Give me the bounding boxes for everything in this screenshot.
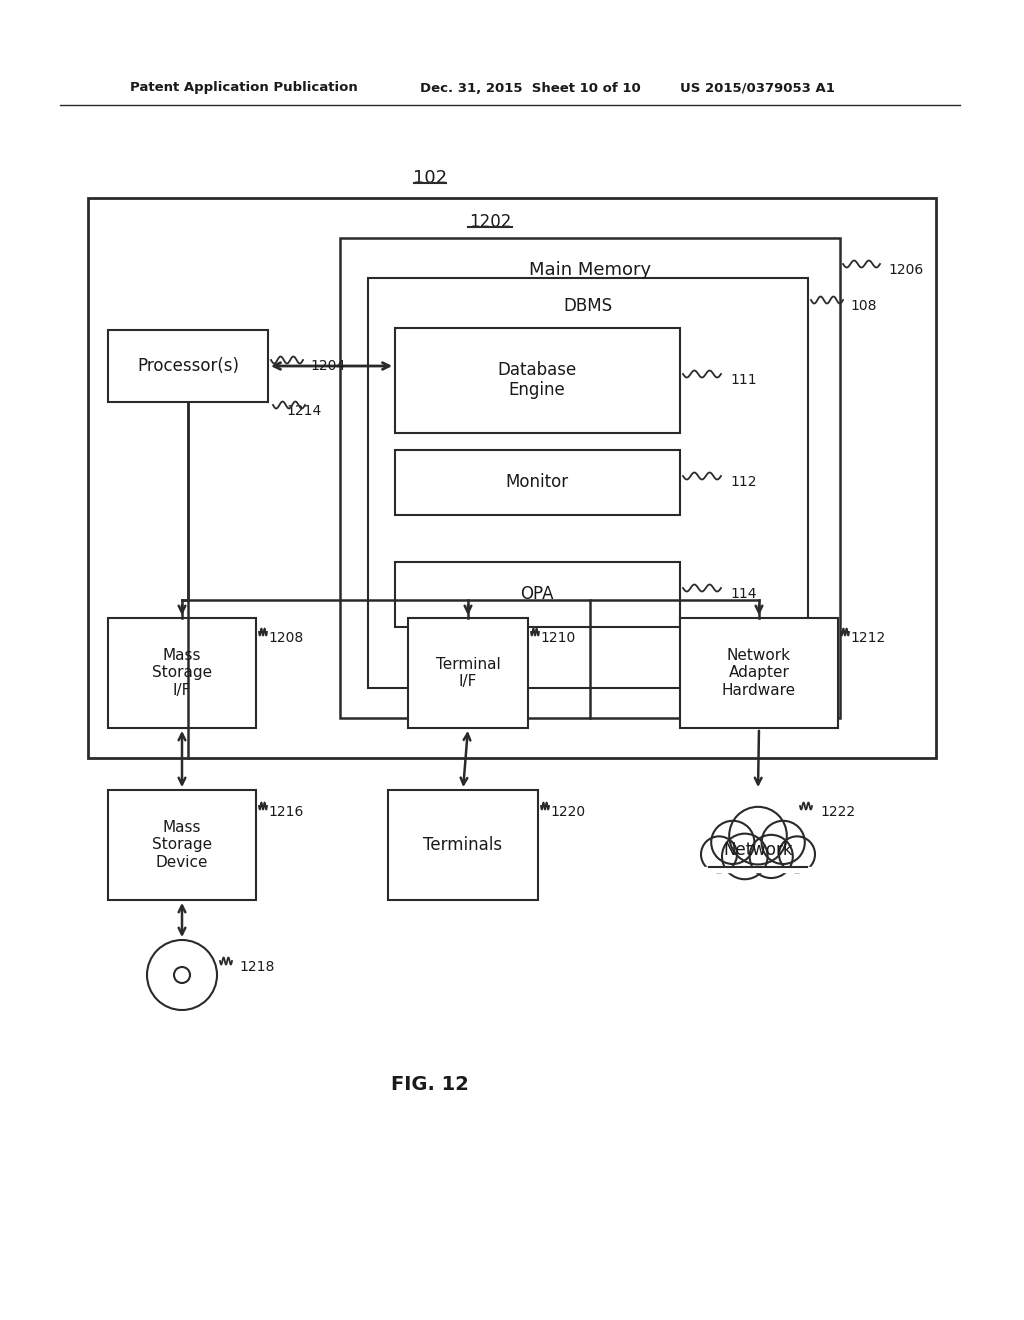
Text: 1220: 1220 bbox=[550, 805, 585, 818]
Text: 1212: 1212 bbox=[850, 631, 886, 645]
Text: Mass
Storage
Device: Mass Storage Device bbox=[152, 820, 212, 870]
Text: 1206: 1206 bbox=[888, 263, 924, 277]
Bar bbox=[388, 789, 538, 900]
Text: 114: 114 bbox=[730, 587, 757, 601]
Circle shape bbox=[750, 834, 793, 878]
Circle shape bbox=[701, 837, 737, 873]
Text: 1222: 1222 bbox=[820, 805, 855, 818]
Bar bbox=[108, 618, 256, 729]
Text: 1204: 1204 bbox=[310, 359, 345, 374]
Bar bbox=[395, 327, 680, 433]
Bar bbox=[368, 279, 808, 688]
Text: 1202: 1202 bbox=[469, 213, 511, 231]
Text: Patent Application Publication: Patent Application Publication bbox=[130, 82, 357, 95]
Text: 108: 108 bbox=[850, 300, 877, 313]
Text: 1210: 1210 bbox=[540, 631, 575, 645]
Circle shape bbox=[147, 940, 217, 1010]
Text: 111: 111 bbox=[730, 374, 757, 387]
Text: 1214: 1214 bbox=[286, 404, 322, 418]
Bar bbox=[395, 562, 680, 627]
Bar bbox=[88, 198, 936, 758]
Text: Main Memory: Main Memory bbox=[529, 261, 651, 279]
Bar bbox=[395, 450, 680, 515]
Bar bbox=[108, 330, 268, 403]
Text: 102: 102 bbox=[413, 169, 447, 187]
Circle shape bbox=[762, 821, 805, 865]
Text: OPA: OPA bbox=[520, 585, 554, 603]
Bar bbox=[408, 618, 528, 729]
Circle shape bbox=[729, 807, 786, 865]
Bar bbox=[108, 789, 256, 900]
Text: Terminal
I/F: Terminal I/F bbox=[435, 657, 501, 689]
Text: DBMS: DBMS bbox=[563, 297, 612, 315]
Bar bbox=[680, 618, 838, 729]
Text: Terminals: Terminals bbox=[424, 836, 503, 854]
Circle shape bbox=[722, 834, 768, 879]
Circle shape bbox=[712, 821, 755, 865]
Text: Monitor: Monitor bbox=[506, 473, 568, 491]
Text: US 2015/0379053 A1: US 2015/0379053 A1 bbox=[680, 82, 835, 95]
Bar bbox=[340, 238, 840, 718]
Text: 1208: 1208 bbox=[268, 631, 303, 645]
Text: 112: 112 bbox=[730, 475, 757, 488]
Text: Processor(s): Processor(s) bbox=[137, 356, 239, 375]
Text: Network
Adapter
Hardware: Network Adapter Hardware bbox=[722, 648, 796, 698]
Text: Dec. 31, 2015  Sheet 10 of 10: Dec. 31, 2015 Sheet 10 of 10 bbox=[420, 82, 641, 95]
Text: Mass
Storage
I/F: Mass Storage I/F bbox=[152, 648, 212, 698]
Text: FIG. 12: FIG. 12 bbox=[391, 1076, 469, 1094]
Text: 1216: 1216 bbox=[268, 805, 303, 818]
Text: Database
Engine: Database Engine bbox=[498, 360, 577, 400]
Text: 1218: 1218 bbox=[239, 960, 274, 974]
Circle shape bbox=[779, 837, 815, 873]
Text: Network: Network bbox=[723, 841, 793, 859]
